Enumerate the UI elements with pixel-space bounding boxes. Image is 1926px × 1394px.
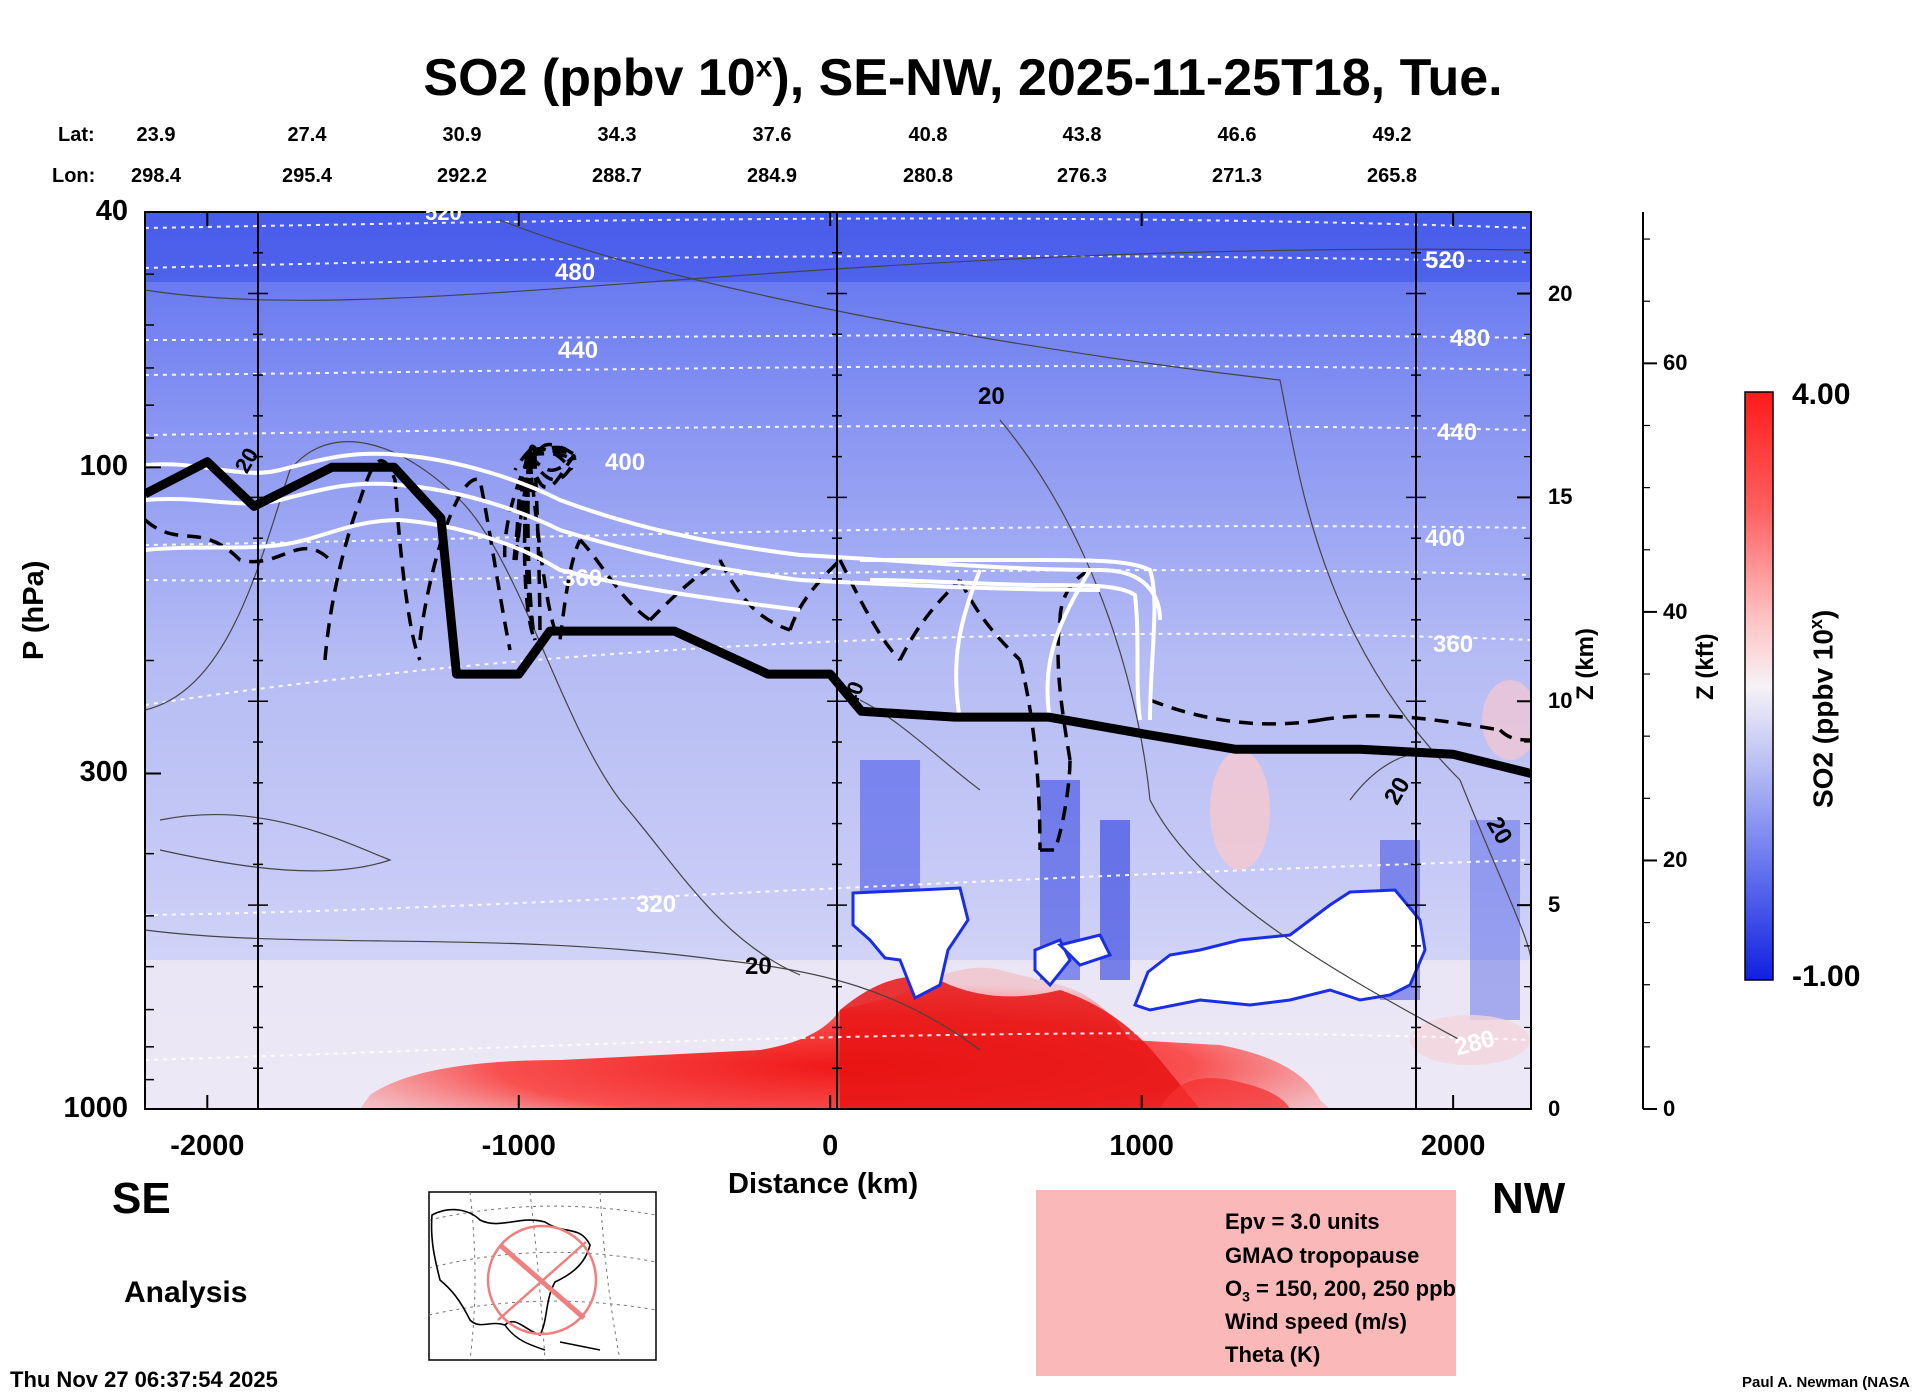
epv-contours [145,442,1531,852]
zkm-axis-title: Z (km) [1572,628,1599,700]
zkft-tick-label: 20 [1663,847,1688,873]
colorbar-title: SO2 (ppbv 10x) [1806,609,1839,808]
zkft-axis-ticks [1643,238,1657,1110]
zkm-tick-label: 15 [1548,484,1573,510]
theta-label: 320 [636,891,676,918]
legend-item-tropopause: GMAO tropopause [1225,1243,1420,1268]
lat-value: 37.6 [752,124,792,146]
x-axis-title: Distance (km) [728,1168,919,1200]
legend-item-wind: Wind speed (m/s) [1225,1309,1407,1334]
lat-value: 23.9 [136,124,176,146]
x-tick-label: 1000 [1109,1130,1174,1162]
colorbar-max-label: 4.00 [1792,378,1851,411]
lon-value: 292.2 [436,165,488,187]
inset-map [428,1191,657,1361]
legend-item-epv: Epv = 3.0 units [1225,1209,1380,1234]
lat-value: 30.9 [442,124,482,146]
theta-label: 360 [562,565,602,592]
lon-value: 288.7 [591,165,643,187]
theta-label: 480 [1450,325,1490,352]
lat-value: 27.4 [287,124,327,146]
zkm-tick-label: 20 [1548,280,1573,306]
x-tick-label: 0 [822,1130,839,1162]
theta-label: 440 [1437,419,1477,446]
zkft-axis-title: Z (kft) [1692,633,1719,700]
x-tick-label: -2000 [170,1130,245,1162]
lon-value: 295.4 [281,165,333,187]
zkft-tick-label: 40 [1663,598,1688,624]
theta-label: 360 [1433,631,1473,658]
p-tick-label: 40 [95,195,128,227]
legend-item-theta: Theta (K) [1225,1342,1321,1367]
x-tick-label: -1000 [481,1130,556,1162]
lon-label: Lon: [52,165,96,187]
legend-box [1036,1190,1456,1376]
y-axis-title: P (hPa) [18,560,50,660]
colorbar [1744,391,1774,981]
credit: Paul A. Newman (NASA [1742,1374,1910,1391]
theta-label: 400 [605,449,645,476]
wind-label: 20 [745,953,772,980]
tropopause-line [145,457,1531,778]
wind-label: 20 [978,383,1005,410]
lat-value: 34.3 [597,124,637,146]
theta-label: 480 [555,259,595,286]
o3-contours [145,451,1162,721]
lon-value: 271.3 [1211,165,1263,187]
p-tick-label: 1000 [63,1092,128,1124]
lon-value: 284.9 [746,165,798,187]
zkm-tick-label: 0 [1548,1096,1561,1121]
legend-item-o3: O3 = 150, 200, 250 ppb [1225,1276,1456,1305]
timestamp: Thu Nov 27 06:37:54 2025 [10,1367,278,1392]
lat-value: 49.2 [1372,124,1412,146]
zkm-tick-label: 10 [1548,688,1573,714]
zkft-tick-label: 60 [1663,350,1688,376]
zkm-axis-ticks [1517,211,1531,1110]
theta-label: 400 [1425,525,1465,552]
lat-value: 43.8 [1062,124,1102,146]
lon-value: 265.8 [1366,165,1418,187]
zkm-tick-label: 5 [1548,892,1561,918]
se-label: SE [112,1174,171,1223]
chart-title: SO2 (ppbv 10x), SE-NW, 2025-11-25T18, Tu… [423,49,1503,107]
lat-label: Lat: [58,124,95,146]
lat-value: 40.8 [908,124,948,146]
p-tick-label: 300 [79,756,128,789]
p-tick-label: 100 [79,450,128,483]
lon-value: 298.4 [130,165,182,187]
zkft-tick-label: 0 [1663,1096,1676,1121]
p-axis-ticks [145,211,161,1110]
lat-value: 46.6 [1217,124,1257,146]
lon-value: 276.3 [1056,165,1108,187]
lon-value: 280.8 [902,165,954,187]
colorbar-min-label: -1.00 [1792,960,1861,993]
theta-label: 440 [558,337,598,364]
theta-contours [145,217,1531,1061]
theta-label: 520 [1425,247,1465,274]
x-axis-ticks [206,212,1455,1109]
analysis-label: Analysis [124,1276,248,1309]
nw-label: NW [1492,1174,1566,1223]
x-tick-label: 2000 [1420,1130,1486,1162]
wind-contours [145,219,1531,1051]
theta-label: 520 [425,200,462,225]
